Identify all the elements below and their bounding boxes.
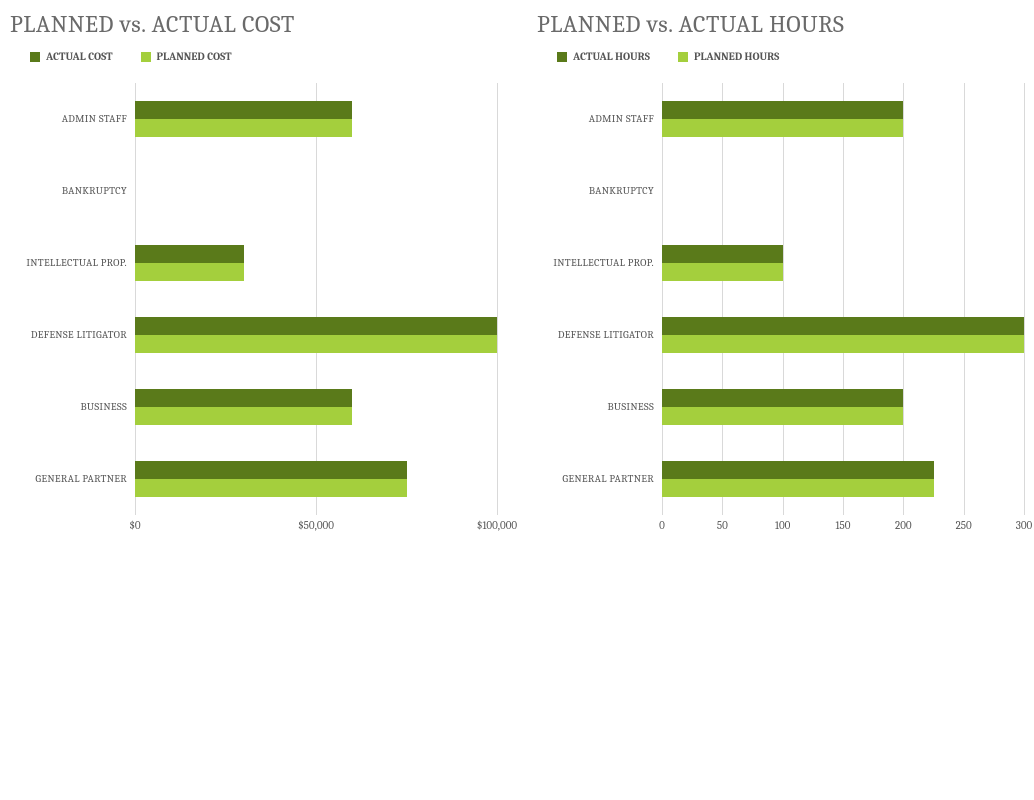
bar-actual [662,101,903,119]
cost-plot-wrap: ADMIN STAFFBANKRUPTCYINTELLECTUAL PROP.D… [10,83,497,515]
xtick-label: 300 [1016,519,1032,532]
hours-legend-actual: ACTUAL HOURS [557,50,650,63]
xtick-label: 250 [956,519,972,532]
bar-actual [662,461,934,479]
bar-actual [135,317,497,335]
xtick-label: $50,000 [298,519,334,532]
cost-chart-title: PLANNED vs. ACTUAL COST [10,10,497,38]
bar-actual [662,317,1024,335]
bar-row [662,155,1024,227]
cost-legend-actual: ACTUAL COST [30,50,113,63]
bar-row [135,155,497,227]
category-label: GENERAL PARTNER [537,443,662,515]
bar-actual [662,245,783,263]
bar-planned [662,479,934,497]
legend-label: PLANNED COST [157,50,232,63]
hours-ylabels: ADMIN STAFFBANKRUPTCYINTELLECTUAL PROP.D… [537,83,662,515]
category-label: BUSINESS [10,371,135,443]
bar-planned [135,335,497,353]
cost-plot [135,83,497,515]
bar-planned [135,263,244,281]
gridline [497,83,498,515]
hours-plot-wrap: ADMIN STAFFBANKRUPTCYINTELLECTUAL PROP.D… [537,83,1024,515]
category-label: BANKRUPTCY [10,155,135,227]
bar-planned [662,263,783,281]
gridline [1024,83,1025,515]
hours-xaxis: 050100150200250300 [662,519,1024,539]
category-label: GENERAL PARTNER [10,443,135,515]
legend-swatch-planned [678,52,688,62]
charts-container: PLANNED vs. ACTUAL COST ACTUAL COST PLAN… [0,0,1034,539]
xtick-label: 150 [836,519,851,532]
cost-chart: PLANNED vs. ACTUAL COST ACTUAL COST PLAN… [10,10,497,539]
legend-swatch-actual [557,52,567,62]
hours-chart-title: PLANNED vs. ACTUAL HOURS [537,10,1024,38]
bar-actual [662,389,903,407]
bar-planned [662,407,903,425]
category-label: ADMIN STAFF [537,83,662,155]
bar-row [662,227,1024,299]
cost-xaxis: $0$50,000$100,000 [135,519,497,539]
bar-row [662,443,1024,515]
bar-planned [135,119,352,137]
legend-label: ACTUAL HOURS [573,50,650,63]
xtick-label: 100 [775,519,790,532]
bar-actual [135,245,244,263]
category-label: ADMIN STAFF [10,83,135,155]
legend-label: PLANNED HOURS [694,50,779,63]
hours-plot [662,83,1024,515]
category-label: INTELLECTUAL PROP. [537,227,662,299]
xtick-label: 0 [659,519,665,532]
bar-row [135,443,497,515]
legend-swatch-planned [141,52,151,62]
bar-actual [135,101,352,119]
category-label: DEFENSE LITIGATOR [537,299,662,371]
category-label: BUSINESS [537,371,662,443]
hours-legend: ACTUAL HOURS PLANNED HOURS [557,50,1024,63]
bar-planned [662,335,1024,353]
legend-label: ACTUAL COST [46,50,113,63]
xtick-label: $100,000 [477,519,517,532]
bar-actual [135,461,407,479]
bar-row [662,299,1024,371]
bar-row [135,227,497,299]
bar-row [662,371,1024,443]
bar-row [135,371,497,443]
legend-swatch-actual [30,52,40,62]
cost-legend-planned: PLANNED COST [141,50,232,63]
category-label: BANKRUPTCY [537,155,662,227]
bar-row [135,299,497,371]
xtick-label: 200 [895,519,912,532]
hours-legend-planned: PLANNED HOURS [678,50,779,63]
bar-planned [135,479,407,497]
bar-actual [135,389,352,407]
xtick-label: $0 [129,519,140,532]
xtick-label: 50 [717,519,728,532]
category-label: INTELLECTUAL PROP. [10,227,135,299]
bar-planned [662,119,903,137]
hours-chart: PLANNED vs. ACTUAL HOURS ACTUAL HOURS PL… [537,10,1024,539]
cost-ylabels: ADMIN STAFFBANKRUPTCYINTELLECTUAL PROP.D… [10,83,135,515]
bar-row [662,83,1024,155]
cost-legend: ACTUAL COST PLANNED COST [30,50,497,63]
bar-planned [135,407,352,425]
category-label: DEFENSE LITIGATOR [10,299,135,371]
bar-row [135,83,497,155]
